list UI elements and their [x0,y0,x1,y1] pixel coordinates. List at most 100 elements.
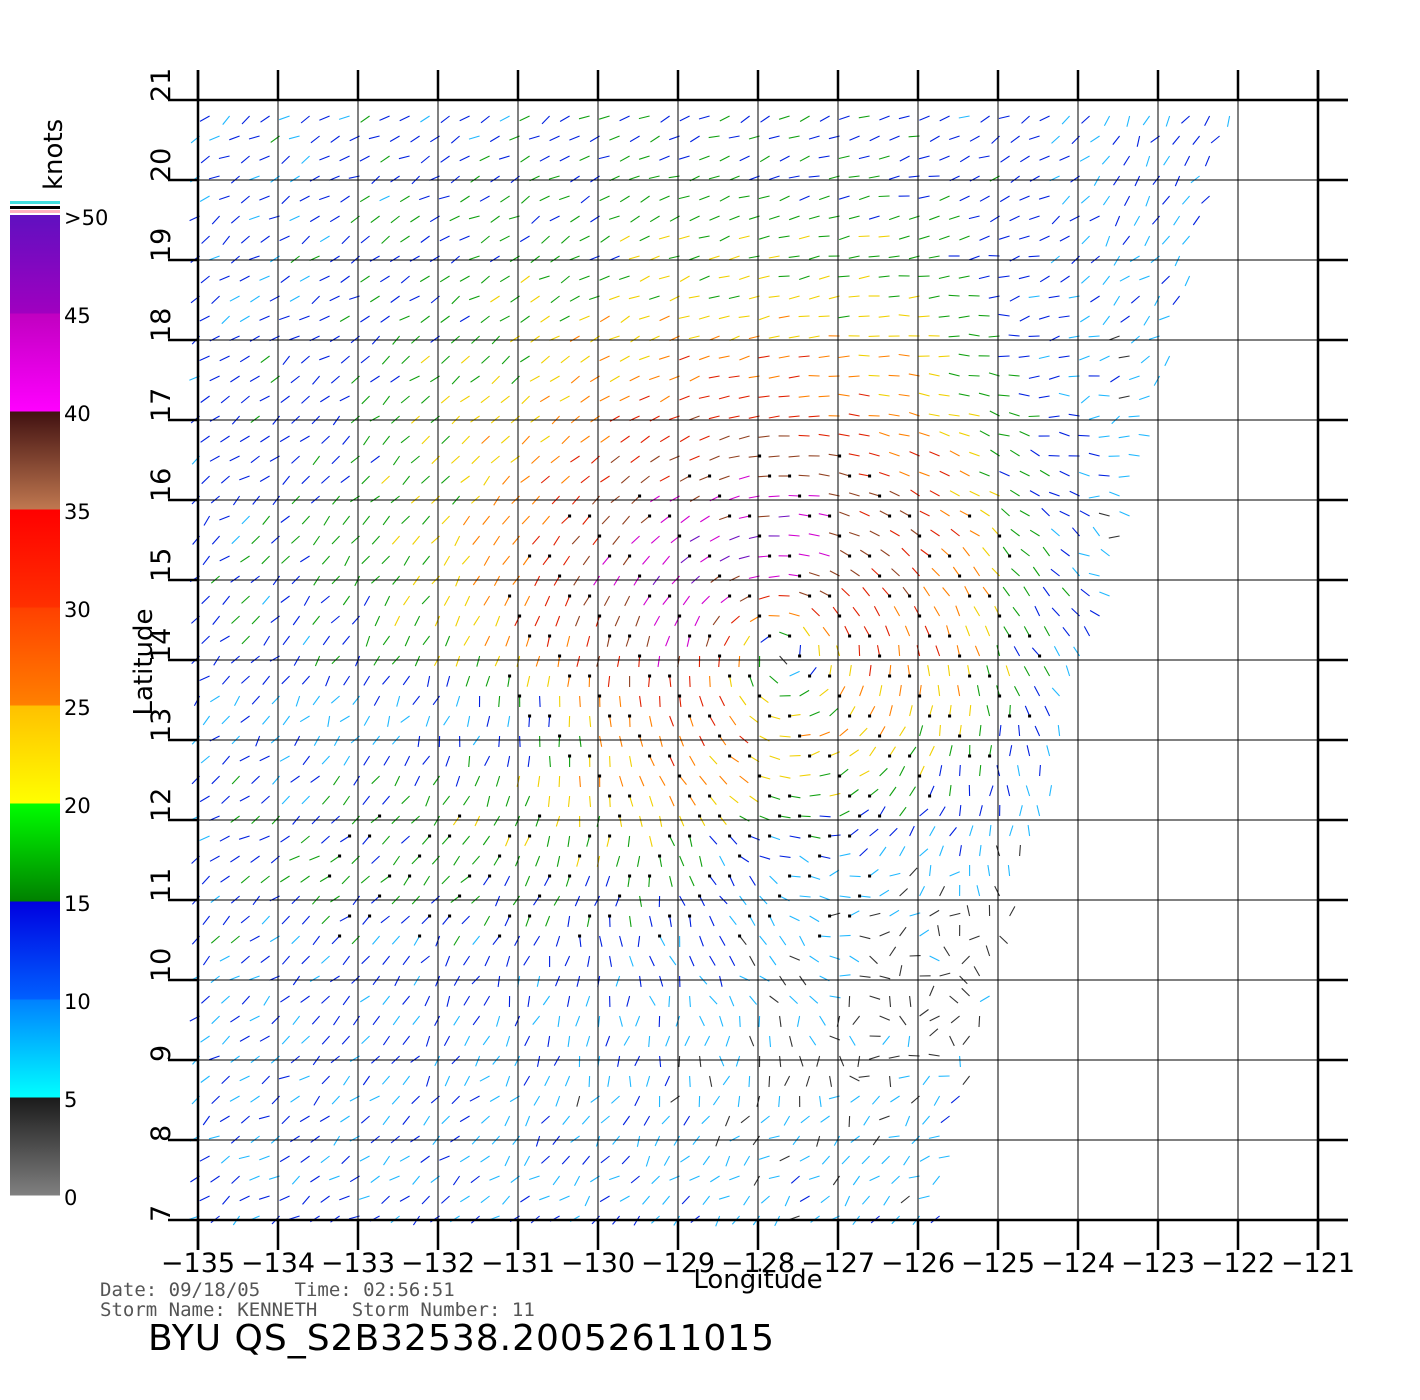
wind-vector [1061,195,1071,205]
wind-vector [629,795,634,807]
colorbar-tick-label: 5 [64,1088,77,1112]
wind-vector [1204,155,1211,167]
wind-vector [321,995,330,1004]
wind-vector [976,885,981,897]
wind-vector [259,395,270,402]
wind-vector [949,995,959,1004]
wind-vector [957,685,961,697]
wind-vector [633,575,641,586]
wind-vector [210,975,220,984]
wind-vector [699,895,705,907]
file-title: BYU QS_S2B32538.20052611015 [148,1318,776,1359]
wind-vector [425,715,431,727]
wind-vector [699,195,710,201]
wind-vector [259,155,270,161]
wind-vector [878,315,890,318]
rain-flag-dot [628,554,632,558]
wind-vector [818,355,830,359]
wind-vector [1013,646,1021,657]
wind-vector [929,1028,939,1037]
wind-vector [498,155,510,160]
wind-vector [768,335,780,339]
wind-vector [858,235,870,238]
wind-vector [1161,275,1170,285]
wind-vector [483,875,491,886]
rain-flag-dot [568,514,572,518]
wind-vector [341,235,350,245]
wind-vector [918,315,930,318]
wind-vector [281,915,290,925]
wind-vector [1144,235,1151,247]
wind-vector [758,235,770,240]
wind-vector [402,955,411,966]
wind-vector [849,955,860,963]
wind-vector [520,275,530,284]
colorbar-band [10,215,60,314]
wind-vector [200,155,210,164]
wind-vector [219,1115,230,1123]
wind-vector [816,1055,821,1067]
rain-flag-dot [598,614,602,618]
wind-vector [230,935,240,944]
wind-vector [425,795,431,807]
wind-vector [1048,415,1060,418]
rain-flag-dot [608,834,612,838]
wind-vector [279,755,290,762]
wind-vector [420,235,430,243]
wind-vector [738,655,741,668]
wind-vector [439,235,450,242]
wind-vector [400,395,410,404]
wind-vector [1129,375,1140,381]
wind-vector [889,786,897,797]
colorbar-band [10,1097,60,1196]
wind-vector [980,509,990,517]
wind-vector [599,275,610,281]
wind-vector [209,135,220,141]
wind-vector [949,490,960,497]
wind-vector [300,355,310,364]
wind-vector [566,995,571,1007]
wind-vector [1102,195,1111,206]
wind-vector [819,855,831,859]
wind-vector [1162,195,1171,205]
wind-vector [729,955,736,966]
wind-vector [605,875,611,887]
wind-vector [998,115,1010,120]
wind-vector [280,835,290,843]
wind-vector [986,705,991,717]
wind-vector [959,195,970,202]
wind-vector [319,195,330,201]
wind-vector [281,675,290,685]
wind-vector [209,455,220,462]
wind-vector [394,615,401,627]
wind-vector [729,255,740,261]
wind-vector [769,715,781,720]
rain-flag-dot [878,574,882,578]
rain-flag-dot [818,854,822,858]
wind-vector [769,995,779,1004]
wind-vector [929,865,932,877]
wind-vector [899,471,910,477]
wind-vector [958,275,970,279]
wind-vector [279,1195,290,1202]
wind-vector [581,1115,591,1125]
wind-vector [1145,155,1151,167]
wind-vector [384,595,391,607]
wind-vector [809,1035,817,1046]
rain-flag-dot [858,814,862,818]
wind-vector [368,135,380,140]
wind-vector [899,965,903,977]
wind-vector [535,1135,541,1147]
wind-vector [240,155,250,164]
rain-flag-dot [688,914,692,918]
wind-vector [709,675,711,688]
wind-vector [290,1095,300,1103]
wind-vector [507,715,511,727]
wind-vector [560,355,570,364]
wind-vector [728,375,740,379]
wind-vector [1061,115,1071,125]
wind-vector [498,735,501,748]
rain-flag-dot [888,594,892,598]
rain-flag-dot [718,734,722,738]
y-tick-label: 19 [146,228,177,262]
